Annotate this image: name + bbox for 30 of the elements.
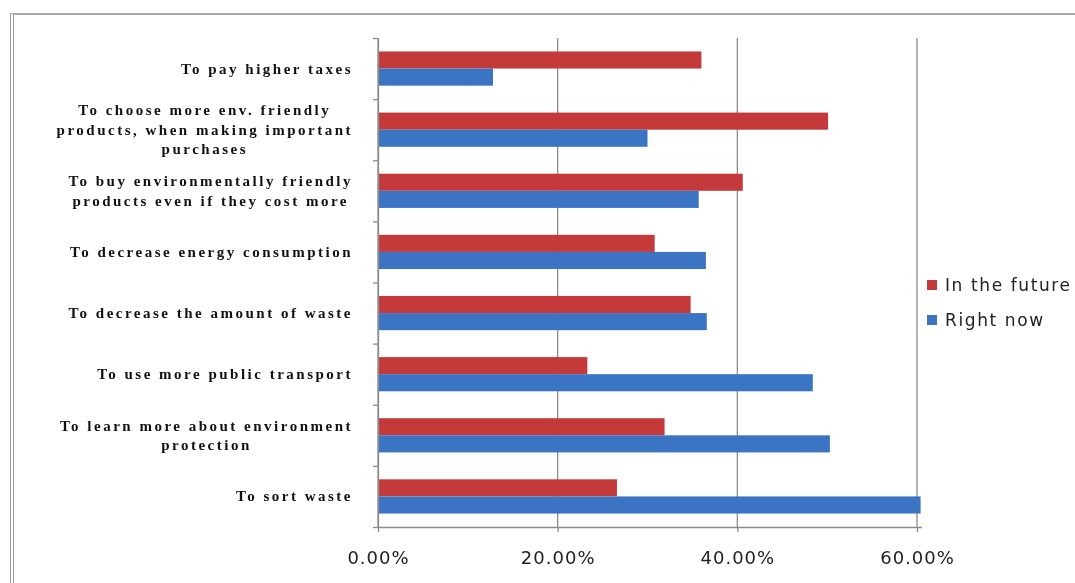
x-tick-label: 40.00% bbox=[700, 546, 776, 568]
y-tick-label: To use more public transport bbox=[97, 366, 353, 383]
bar bbox=[378, 479, 617, 497]
x-tick-label: 60.00% bbox=[880, 546, 955, 568]
y-tick-label: To decrease the amount of waste bbox=[68, 305, 353, 322]
y-tick-label: To sort waste bbox=[236, 488, 353, 505]
bar bbox=[378, 173, 743, 191]
y-tick-label: To pay higher taxes bbox=[180, 60, 353, 77]
bar bbox=[378, 251, 706, 270]
bar bbox=[378, 374, 813, 392]
bar bbox=[378, 295, 691, 314]
legend-label: Right now bbox=[945, 310, 1045, 330]
x-tick-label: 20.00% bbox=[520, 546, 596, 568]
legend-label: In the future bbox=[945, 275, 1072, 295]
bar bbox=[378, 357, 588, 375]
bar bbox=[378, 418, 665, 436]
bar bbox=[378, 51, 702, 69]
bar bbox=[378, 190, 699, 208]
y-tick-label: To buy environmentally friendly products even if they cost more bbox=[68, 173, 353, 209]
bar bbox=[378, 496, 921, 514]
bar bbox=[378, 112, 829, 130]
bar bbox=[378, 68, 493, 86]
y-tick-label: To choose more env. friendly products, when making important purchases bbox=[56, 102, 353, 158]
y-tick-label: To learn more about environment protection bbox=[59, 417, 353, 454]
bar bbox=[378, 313, 707, 331]
bar bbox=[378, 234, 655, 252]
y-tick-label: To decrease energy consumption bbox=[70, 243, 353, 260]
bar bbox=[378, 129, 648, 147]
bar bbox=[378, 435, 830, 453]
x-tick-label: 0.00% bbox=[347, 546, 410, 568]
